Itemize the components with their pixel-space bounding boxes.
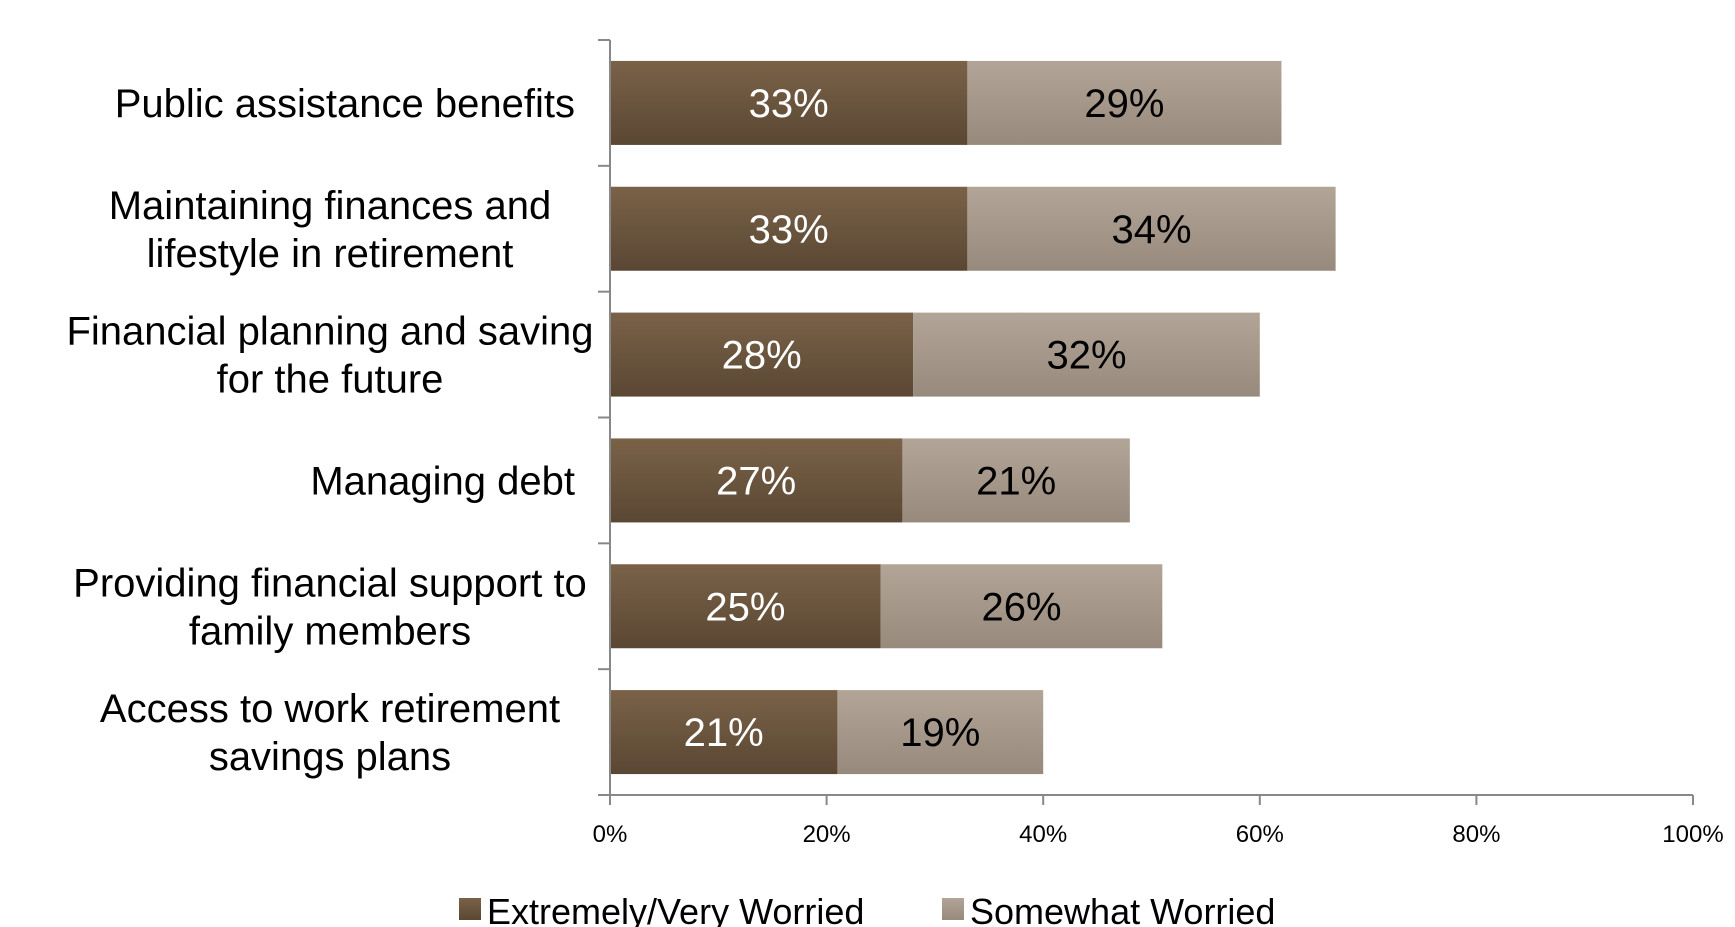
legend: Extremely/Very Worried Somewhat Worried (459, 891, 1275, 927)
category-label: Public assistance benefits (115, 82, 575, 126)
bar-somewhat-worried-3 (902, 438, 1130, 523)
x-tick-label: 20% (803, 821, 851, 848)
bar-somewhat-worried-4 (880, 564, 1163, 649)
data-label: 28% (722, 334, 802, 378)
x-tick-label: 80% (1452, 821, 1500, 848)
legend-label: Somewhat Worried (970, 891, 1275, 927)
data-label: 26% (982, 585, 1062, 629)
plot-area: 33% 29% Public assistance benefits 33% 34% Ma… (66, 39, 1724, 848)
x-tick-label: 60% (1236, 821, 1284, 848)
bar-somewhat-worried-5 (837, 690, 1044, 775)
bar-extremely-very-worried-4 (610, 564, 881, 649)
data-label: 21% (976, 459, 1056, 503)
bar-extremely-very-worried-1 (610, 186, 968, 271)
bar-extremely-very-worried-5 (610, 690, 838, 775)
legend-label: Extremely/Very Worried (487, 891, 864, 927)
bar-somewhat-worried-1 (967, 186, 1336, 271)
legend-swatch-somewhat-worried (942, 898, 964, 920)
data-label: 32% (1046, 334, 1126, 378)
data-label: 27% (716, 459, 796, 503)
bar-somewhat-worried-0 (967, 60, 1282, 145)
bar-somewhat-worried-2 (913, 312, 1260, 397)
data-label: 25% (705, 585, 785, 629)
bar-extremely-very-worried-3 (610, 438, 903, 523)
category-label: Managing debt (310, 459, 575, 503)
x-tick-label: 40% (1019, 821, 1067, 848)
category-label: Providing financial support to family mem… (73, 561, 587, 653)
data-label: 21% (684, 711, 764, 755)
x-tick-label: 0% (593, 821, 628, 848)
data-label: 19% (900, 711, 980, 755)
category-label: Access to work retirement savings plans (100, 687, 560, 779)
category-label: Maintaining finances and lifestyle in ret… (109, 184, 552, 276)
x-tick-label: 100% (1662, 821, 1723, 848)
data-label: 33% (749, 82, 829, 126)
data-label: 29% (1084, 82, 1164, 126)
data-label: 33% (749, 208, 829, 252)
legend-swatch-extremely-very-worried (459, 898, 481, 920)
data-label: 34% (1111, 208, 1191, 252)
category-label: Financial planning and saving for the fut… (66, 310, 593, 402)
bar-extremely-very-worried-0 (610, 60, 968, 145)
bar-extremely-very-worried-2 (610, 312, 914, 397)
